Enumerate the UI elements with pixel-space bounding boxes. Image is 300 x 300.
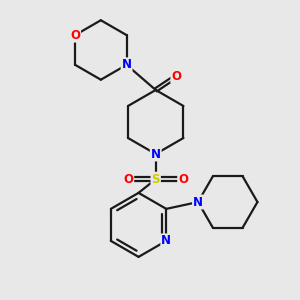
Text: N: N	[161, 234, 171, 248]
Text: N: N	[151, 148, 161, 160]
Text: S: S	[152, 173, 160, 186]
Text: O: O	[178, 173, 188, 186]
Text: O: O	[171, 70, 181, 83]
Text: O: O	[70, 28, 80, 42]
Text: N: N	[193, 196, 203, 208]
Text: O: O	[123, 173, 133, 186]
Text: N: N	[122, 58, 132, 71]
